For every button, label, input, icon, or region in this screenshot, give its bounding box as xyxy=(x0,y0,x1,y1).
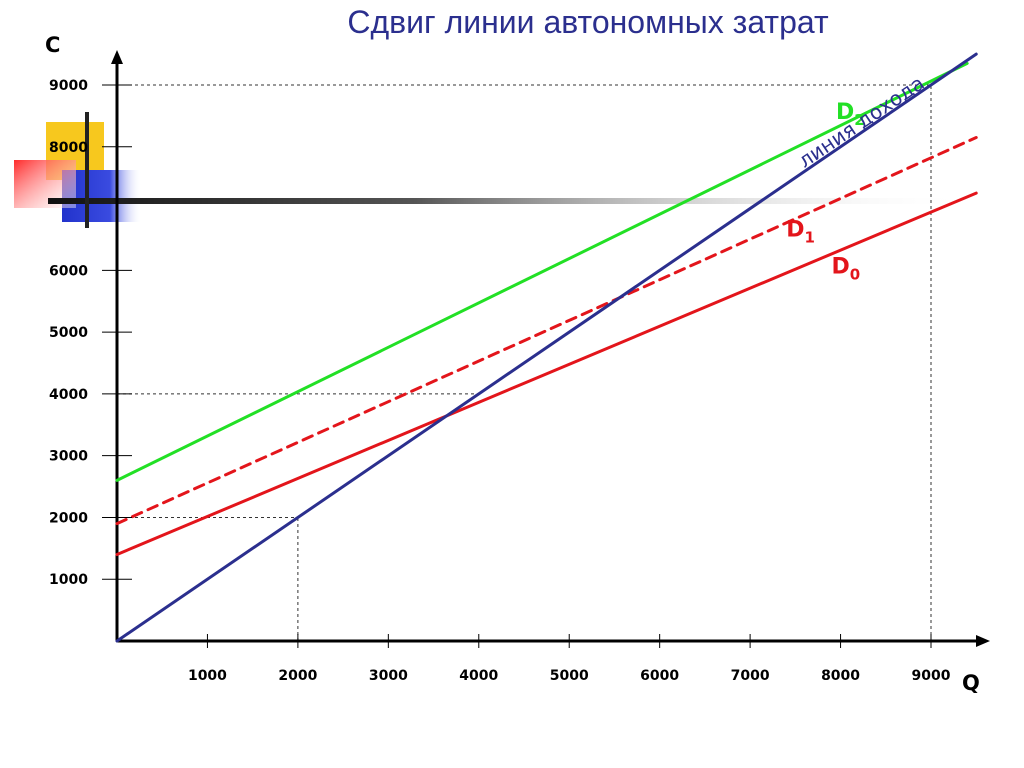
x-tick-label: 3000 xyxy=(369,668,408,684)
y-tick-label: 8000 xyxy=(49,140,88,156)
y-tick-label: 3000 xyxy=(49,449,88,465)
x-tick-label: 1000 xyxy=(188,668,227,684)
series-d1-line xyxy=(115,136,978,526)
axes: QC xyxy=(45,33,990,695)
tick-labels: 1000 2000 3000 4000 5000 6000 7000 8000 9000 1000… xyxy=(49,78,951,684)
series-d1-label-subscript: 1 xyxy=(805,228,815,246)
series-d0-label: D0 xyxy=(832,254,861,283)
x-tick-label: 7000 xyxy=(731,668,770,684)
y-axis-arrow xyxy=(111,50,123,64)
x-tick-label: 4000 xyxy=(459,668,498,684)
x-tick-label: 2000 xyxy=(278,668,317,684)
x-tick-label: 6000 xyxy=(640,668,679,684)
series-d0-label-subscript: 0 xyxy=(850,265,860,283)
series-income-line xyxy=(115,52,978,643)
series-d0-line xyxy=(115,191,978,557)
y-tick-label: 2000 xyxy=(49,510,88,526)
y-axis-title: C xyxy=(45,33,60,57)
y-tick-label: 1000 xyxy=(49,572,88,588)
decorative-ornament xyxy=(14,112,968,228)
ornament-horizontal-bar xyxy=(48,198,968,204)
x-tick-label: 8000 xyxy=(821,668,860,684)
x-axis-arrow xyxy=(976,635,990,647)
series-income-label: линия дохода xyxy=(794,71,929,173)
slide-title: Сдвиг линии автономных затрат xyxy=(347,4,829,40)
x-axis-title: Q xyxy=(962,671,980,695)
series-d1-label: D1 xyxy=(786,217,815,246)
x-tick-label: 9000 xyxy=(912,668,951,684)
x-tick-label: 5000 xyxy=(550,668,589,684)
y-tick-label: 9000 xyxy=(49,78,88,94)
series-d2-line xyxy=(115,61,969,482)
y-tick-label: 4000 xyxy=(49,387,88,403)
series-d2-label-subscript: 2 xyxy=(854,111,864,129)
y-tick-label: 5000 xyxy=(49,325,88,341)
ornament-vertical-bar xyxy=(85,112,89,228)
y-tick-label: 6000 xyxy=(49,263,88,279)
series-lines xyxy=(115,52,978,643)
